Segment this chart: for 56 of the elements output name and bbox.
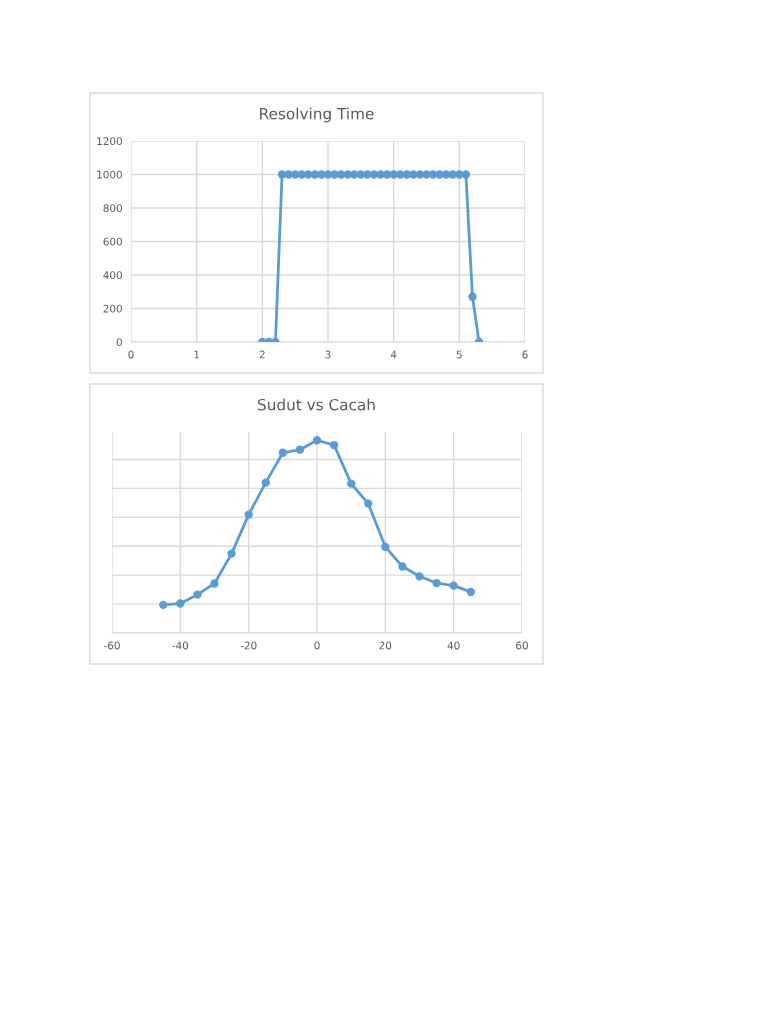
y-tick-label: 200	[103, 304, 122, 313]
x-tick-label: -20	[240, 641, 257, 650]
point	[244, 510, 253, 519]
y-tick-label: 1000	[97, 170, 122, 179]
x-tick-label: 0	[314, 641, 320, 650]
point	[455, 170, 464, 179]
x-tick-label: 0	[128, 350, 134, 359]
point	[381, 542, 390, 551]
x-tick-label: 20	[379, 641, 392, 650]
point	[442, 170, 451, 179]
point	[461, 170, 471, 179]
point	[468, 292, 477, 301]
y-tick-label: 800	[103, 204, 122, 213]
point	[398, 562, 407, 571]
y-tick-label: 600	[103, 237, 122, 246]
point	[176, 599, 185, 608]
x-tick-label: 1	[194, 350, 200, 359]
point	[297, 170, 306, 179]
y-tick-label: 400	[103, 271, 122, 280]
point	[402, 170, 411, 179]
point	[449, 581, 458, 590]
point	[346, 479, 356, 488]
x-tick-label: 60	[516, 641, 528, 650]
point	[227, 549, 236, 558]
y-tick-label: 1200	[97, 137, 122, 146]
point	[448, 170, 457, 179]
point	[415, 572, 424, 581]
point	[261, 478, 270, 487]
x-tick-label: -40	[172, 641, 189, 650]
point	[278, 448, 288, 457]
x-tick-label: -60	[104, 641, 120, 650]
x-tick-label: 5	[456, 350, 462, 359]
point	[389, 170, 398, 179]
chart-title: Sudut vs Cacah	[258, 398, 375, 411]
point	[432, 578, 441, 588]
point	[323, 170, 333, 179]
point	[277, 170, 287, 179]
x-tick-label: 6	[522, 350, 528, 359]
x-tick-label: 4	[390, 350, 397, 359]
point	[304, 170, 313, 179]
point	[329, 440, 339, 450]
point	[210, 579, 219, 588]
point	[295, 445, 305, 454]
point	[409, 170, 418, 179]
point	[350, 170, 359, 179]
point	[312, 436, 322, 445]
x-tick-label: 2	[259, 350, 265, 359]
chart-title: Resolving Time	[260, 107, 374, 123]
point	[466, 587, 475, 597]
x-tick-label: 3	[325, 350, 331, 359]
x-tick-label: 40	[447, 641, 460, 650]
y-tick-label: 0	[116, 338, 122, 347]
point	[364, 499, 373, 508]
point	[193, 590, 202, 599]
point	[396, 170, 405, 179]
point	[159, 600, 168, 610]
